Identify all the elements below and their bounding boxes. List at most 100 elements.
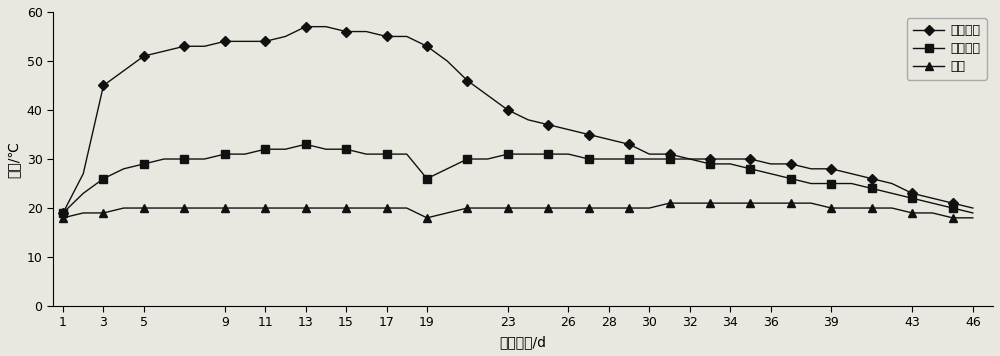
菌剂处理 bbox=[623, 142, 635, 146]
室温 bbox=[886, 206, 898, 210]
自然堆肥 bbox=[77, 191, 89, 195]
室温 bbox=[846, 206, 858, 210]
自然堆肥 bbox=[926, 201, 938, 205]
室温 bbox=[522, 206, 534, 210]
菌剂处理 bbox=[138, 54, 150, 58]
自然堆肥 bbox=[320, 147, 332, 151]
自然堆肥 bbox=[704, 162, 716, 166]
室温 bbox=[825, 206, 837, 210]
菌剂处理 bbox=[643, 152, 655, 156]
室温 bbox=[623, 206, 635, 210]
自然堆肥 bbox=[118, 167, 130, 171]
自然堆肥 bbox=[866, 186, 878, 190]
室温 bbox=[926, 211, 938, 215]
室温 bbox=[441, 211, 453, 215]
自然堆肥 bbox=[441, 167, 453, 171]
自然堆肥 bbox=[279, 147, 291, 151]
室温 bbox=[947, 216, 959, 220]
菌剂处理 bbox=[744, 157, 756, 161]
菌剂处理 bbox=[926, 196, 938, 200]
菌剂处理 bbox=[441, 59, 453, 63]
自然堆肥 bbox=[542, 152, 554, 156]
菌剂处理 bbox=[825, 167, 837, 171]
自然堆肥 bbox=[219, 152, 231, 156]
菌剂处理 bbox=[259, 39, 271, 43]
菌剂处理 bbox=[522, 118, 534, 122]
室温 bbox=[300, 206, 312, 210]
室温 bbox=[360, 206, 372, 210]
室温 bbox=[421, 216, 433, 220]
菌剂处理 bbox=[381, 34, 393, 38]
自然堆肥 bbox=[461, 157, 473, 161]
室温 bbox=[805, 201, 817, 205]
菌剂处理 bbox=[118, 69, 130, 73]
菌剂处理 bbox=[583, 132, 595, 137]
自然堆肥 bbox=[846, 182, 858, 186]
菌剂处理 bbox=[947, 201, 959, 205]
室温 bbox=[967, 216, 979, 220]
室温 bbox=[320, 206, 332, 210]
室温 bbox=[97, 211, 109, 215]
X-axis label: 堆肥天数/d: 堆肥天数/d bbox=[499, 335, 546, 349]
室温 bbox=[765, 201, 777, 205]
室温 bbox=[744, 201, 756, 205]
菌剂处理 bbox=[906, 191, 918, 195]
自然堆肥 bbox=[57, 211, 69, 215]
自然堆肥 bbox=[603, 157, 615, 161]
自然堆肥 bbox=[482, 157, 494, 161]
自然堆肥 bbox=[360, 152, 372, 156]
菌剂处理 bbox=[219, 39, 231, 43]
菌剂处理 bbox=[482, 93, 494, 98]
菌剂处理 bbox=[805, 167, 817, 171]
室温 bbox=[866, 206, 878, 210]
室温 bbox=[684, 201, 696, 205]
室温 bbox=[118, 206, 130, 210]
自然堆肥 bbox=[522, 152, 534, 156]
菌剂处理 bbox=[97, 83, 109, 88]
自然堆肥 bbox=[947, 206, 959, 210]
菌剂处理 bbox=[724, 157, 736, 161]
室温 bbox=[482, 206, 494, 210]
室温 bbox=[583, 206, 595, 210]
Line: 室温: 室温 bbox=[59, 199, 977, 222]
自然堆肥 bbox=[886, 191, 898, 195]
菌剂处理 bbox=[57, 211, 69, 215]
Line: 菌剂处理: 菌剂处理 bbox=[60, 23, 976, 216]
菌剂处理 bbox=[178, 44, 190, 48]
室温 bbox=[542, 206, 554, 210]
菌剂处理 bbox=[401, 34, 413, 38]
菌剂处理 bbox=[886, 182, 898, 186]
菌剂处理 bbox=[664, 152, 676, 156]
室温 bbox=[664, 201, 676, 205]
自然堆肥 bbox=[967, 211, 979, 215]
菌剂处理 bbox=[603, 137, 615, 142]
自然堆肥 bbox=[381, 152, 393, 156]
自然堆肥 bbox=[340, 147, 352, 151]
Line: 自然堆肥: 自然堆肥 bbox=[59, 140, 977, 217]
菌剂处理 bbox=[300, 25, 312, 29]
自然堆肥 bbox=[562, 152, 574, 156]
自然堆肥 bbox=[825, 182, 837, 186]
自然堆肥 bbox=[138, 162, 150, 166]
菌剂处理 bbox=[846, 172, 858, 176]
室温 bbox=[502, 206, 514, 210]
菌剂处理 bbox=[421, 44, 433, 48]
室温 bbox=[461, 206, 473, 210]
自然堆肥 bbox=[199, 157, 211, 161]
自然堆肥 bbox=[664, 157, 676, 161]
菌剂处理 bbox=[765, 162, 777, 166]
室温 bbox=[219, 206, 231, 210]
菌剂处理 bbox=[360, 30, 372, 34]
室温 bbox=[906, 211, 918, 215]
室温 bbox=[199, 206, 211, 210]
Y-axis label: 温度/℃: 温度/℃ bbox=[7, 141, 21, 178]
室温 bbox=[785, 201, 797, 205]
自然堆肥 bbox=[724, 162, 736, 166]
自然堆肥 bbox=[906, 196, 918, 200]
室温 bbox=[239, 206, 251, 210]
自然堆肥 bbox=[643, 157, 655, 161]
室温 bbox=[704, 201, 716, 205]
自然堆肥 bbox=[684, 157, 696, 161]
室温 bbox=[158, 206, 170, 210]
自然堆肥 bbox=[259, 147, 271, 151]
